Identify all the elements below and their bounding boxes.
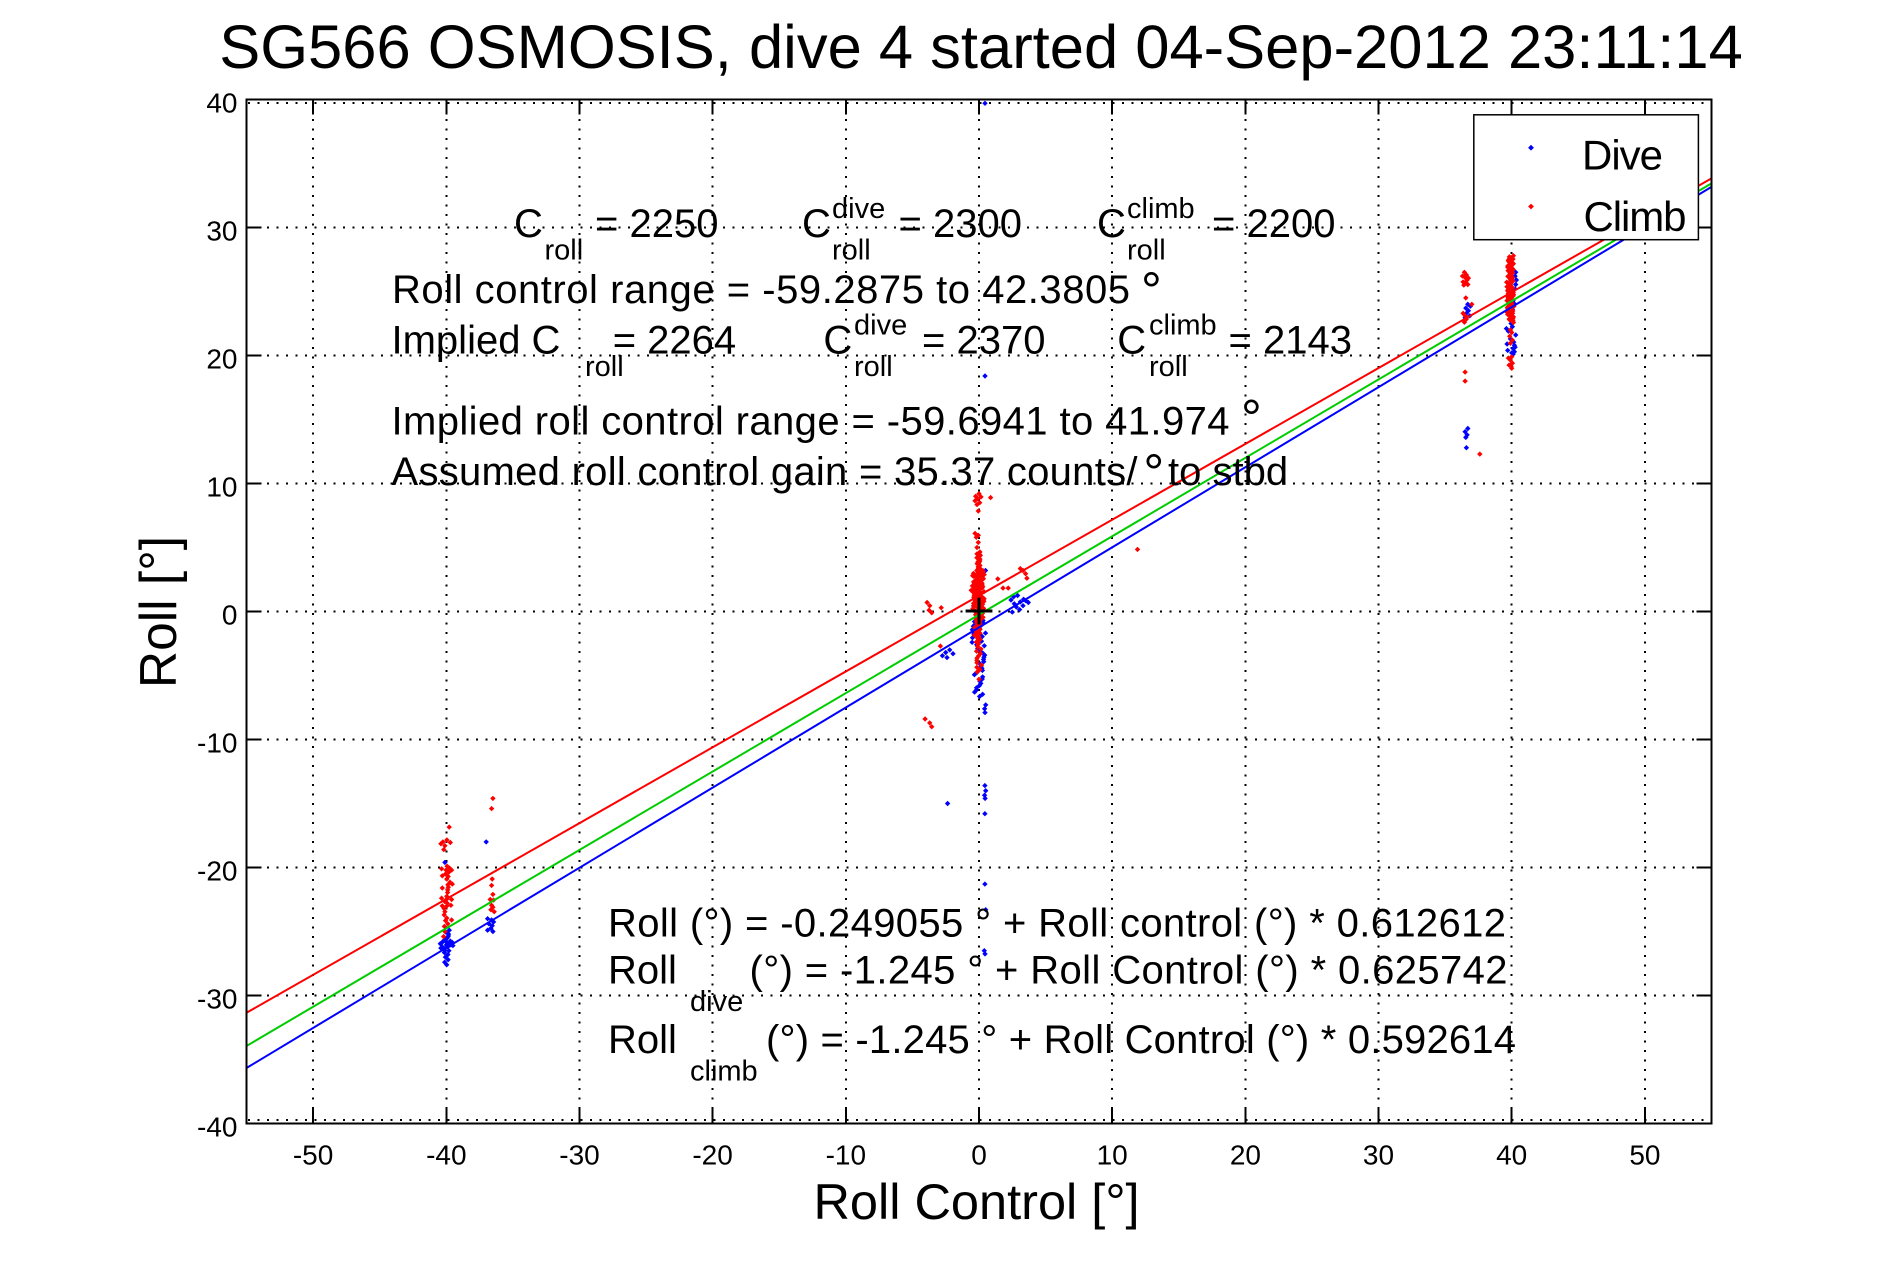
svg-text:climb: climb bbox=[690, 1056, 758, 1088]
svg-text:0: 0 bbox=[222, 600, 238, 631]
svg-text:-20: -20 bbox=[692, 1140, 732, 1171]
svg-text:Dive: Dive bbox=[1582, 132, 1663, 179]
svg-text:-30: -30 bbox=[197, 984, 237, 1015]
svg-text:= 2300: = 2300 bbox=[899, 202, 1022, 246]
svg-text:Climb: Climb bbox=[1584, 193, 1687, 240]
svg-text:dive: dive bbox=[854, 310, 907, 342]
svg-text:Roll Control [°]: Roll Control [°] bbox=[813, 1173, 1139, 1230]
svg-text:-30: -30 bbox=[559, 1140, 599, 1171]
svg-text:roll: roll bbox=[832, 235, 871, 267]
svg-text:= 2264: = 2264 bbox=[613, 319, 736, 363]
svg-text:-40: -40 bbox=[197, 1112, 237, 1143]
svg-text:SG566 OSMOSIS, dive 4 started: SG566 OSMOSIS, dive 4 started 04-Sep-201… bbox=[219, 13, 1743, 82]
svg-text:20: 20 bbox=[1230, 1140, 1261, 1171]
svg-text:-50: -50 bbox=[293, 1140, 333, 1171]
svg-text:40: 40 bbox=[206, 88, 237, 119]
svg-text:roll: roll bbox=[1127, 235, 1166, 267]
svg-text:-40: -40 bbox=[426, 1140, 466, 1171]
svg-text:10: 10 bbox=[1097, 1140, 1128, 1171]
svg-text:0: 0 bbox=[971, 1140, 987, 1171]
svg-text:°: ° bbox=[1143, 444, 1164, 502]
svg-text:climb: climb bbox=[1149, 310, 1217, 342]
svg-text:Implied roll control range = -: Implied roll control range = -59.6941 to… bbox=[392, 400, 1230, 444]
svg-text:Roll (°) = -0.249055 ° + Roll: Roll (°) = -0.249055 ° + Roll control (°… bbox=[608, 902, 1506, 946]
svg-text:Roll control range = -59.2875: Roll control range = -59.2875 to 42.3805 bbox=[392, 268, 1130, 312]
svg-text:= 2143: = 2143 bbox=[1229, 319, 1352, 363]
svg-text:10: 10 bbox=[206, 472, 237, 503]
svg-text:20: 20 bbox=[206, 344, 237, 375]
svg-text:C: C bbox=[802, 202, 831, 246]
svg-text:dive: dive bbox=[832, 193, 885, 225]
svg-text:C: C bbox=[1117, 319, 1146, 363]
svg-text:dive: dive bbox=[690, 986, 743, 1018]
svg-text:°: ° bbox=[1241, 390, 1262, 448]
svg-text:Roll: Roll bbox=[608, 949, 677, 993]
svg-text:Assumed roll control gain = 35: Assumed roll control gain = 35.37 counts… bbox=[392, 450, 1139, 494]
svg-text:Roll: Roll bbox=[608, 1018, 677, 1062]
svg-text:= 2370: = 2370 bbox=[922, 319, 1045, 363]
svg-text:roll: roll bbox=[1149, 351, 1188, 383]
svg-text:(°) = -1.245 ° + Roll Control: (°) = -1.245 ° + Roll Control (°) * 0.62… bbox=[750, 949, 1508, 993]
svg-text:40: 40 bbox=[1496, 1140, 1527, 1171]
svg-text:-20: -20 bbox=[197, 856, 237, 887]
svg-text:roll: roll bbox=[585, 351, 624, 383]
svg-text:roll: roll bbox=[854, 351, 893, 383]
svg-text:C: C bbox=[514, 202, 543, 246]
svg-text:climb: climb bbox=[1127, 193, 1195, 225]
svg-text:roll: roll bbox=[545, 235, 584, 267]
svg-text:C: C bbox=[1097, 202, 1126, 246]
svg-text:= 2250: = 2250 bbox=[595, 202, 718, 246]
svg-text:50: 50 bbox=[1629, 1140, 1660, 1171]
svg-text:-10: -10 bbox=[197, 728, 237, 759]
svg-text:= 2200: = 2200 bbox=[1212, 202, 1335, 246]
svg-text:-10: -10 bbox=[826, 1140, 866, 1171]
svg-text:Implied C: Implied C bbox=[392, 319, 561, 363]
svg-text:Roll [°]: Roll [°] bbox=[129, 536, 187, 688]
svg-text:°: ° bbox=[1141, 263, 1162, 321]
svg-text:C: C bbox=[823, 319, 852, 363]
svg-text:to stbd: to stbd bbox=[1168, 450, 1288, 494]
svg-text:30: 30 bbox=[206, 216, 237, 247]
svg-text:30: 30 bbox=[1363, 1140, 1394, 1171]
svg-text:(°) = -1.245 ° + Roll Control: (°) = -1.245 ° + Roll Control (°) * 0.59… bbox=[766, 1018, 1516, 1062]
